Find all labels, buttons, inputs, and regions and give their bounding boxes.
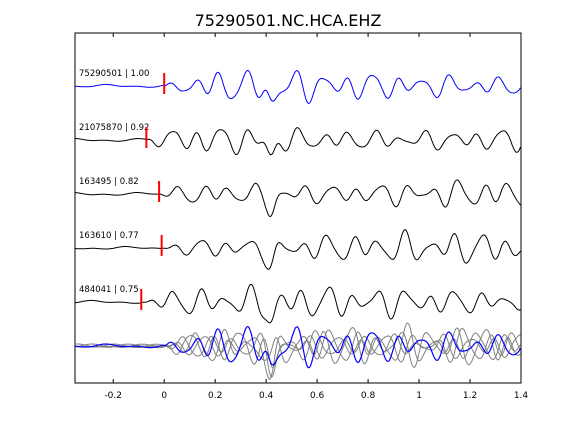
trace-waveform [74, 283, 521, 324]
chart-title: 75290501.NC.HCA.EHZ [195, 11, 382, 30]
trace-label: 484041 | 0.75 [79, 285, 139, 295]
x-tick-label: 1.2 [463, 391, 477, 401]
trace-stack: 75290501 | 1.00 21075870 | 0.92 163495 | 0… [74, 69, 521, 324]
x-tick-label: 0.4 [259, 391, 274, 401]
trace-label: 75290501 | 1.00 [79, 69, 149, 79]
x-tick-label: 1.4 [514, 391, 529, 401]
trace-waveform [74, 229, 521, 270]
x-axis-ticks: -0.2 0 0.2 0.4 0.6 0.8 1 1.2 1.4 [104, 33, 528, 401]
overlay-waveform [75, 325, 522, 369]
trace-label: 163610 | 0.77 [79, 231, 139, 241]
x-tick-label: -0.2 [104, 391, 122, 401]
x-tick-label: 1 [416, 391, 422, 401]
trace-waveform [74, 127, 521, 156]
x-tick-label: 0 [161, 391, 167, 401]
axes-frame [74, 32, 522, 384]
trace-waveform [75, 69, 521, 104]
trace-waveform [74, 179, 521, 218]
trace-label: 163495 | 0.82 [79, 177, 139, 187]
x-tick-label: 0.6 [310, 391, 325, 401]
x-tick-label: 0.8 [361, 391, 376, 401]
x-tick-label: 0.2 [208, 391, 222, 401]
trace-label: 21075870 | 0.92 [79, 123, 149, 133]
overlay-stack [74, 322, 522, 381]
overlay-waveform [74, 322, 521, 381]
